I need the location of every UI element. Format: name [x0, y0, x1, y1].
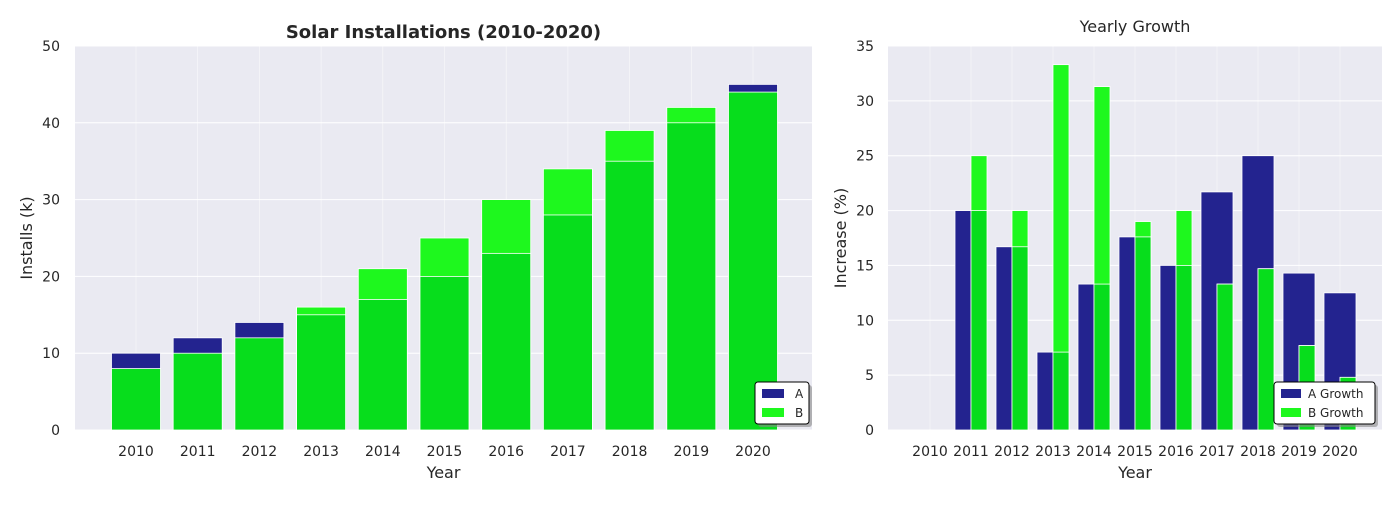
bar-a [604, 160, 655, 431]
legend-label: A [795, 387, 804, 401]
installations-chart: 0 10 20 30 40 50 2010 2011 2012 2013 2014 2015 2016… [17, 22, 812, 482]
x-tick-label: 2018 [612, 444, 648, 460]
y-tick-label: 0 [865, 423, 874, 439]
bar-overlap [1093, 283, 1111, 431]
x-tick-label: 2010 [118, 444, 154, 460]
x-tick-label: 2010 [912, 444, 948, 460]
bar-a [419, 275, 470, 431]
bar-b [728, 91, 778, 431]
y-tick-labels: 0 5 10 15 20 25 30 35 [856, 39, 874, 439]
y-tick-label: 35 [856, 39, 874, 55]
bar-a [666, 122, 717, 431]
x-tick-label: 2014 [1076, 444, 1112, 460]
legend-swatch [1281, 389, 1301, 398]
bar-b [234, 337, 285, 431]
x-tick-label: 2016 [488, 444, 524, 460]
x-tick-label: 2014 [365, 444, 401, 460]
legend-label: B Growth [1308, 406, 1363, 420]
x-tick-label: 2017 [550, 444, 586, 460]
bar-overlap [1216, 283, 1234, 431]
x-tick-label: 2019 [1281, 444, 1317, 460]
y-tick-label: 0 [51, 423, 60, 439]
bar-overlap [1011, 246, 1029, 431]
legend-label: A Growth [1308, 387, 1363, 401]
y-tick-label: 50 [42, 39, 60, 55]
legend-swatch [762, 389, 784, 398]
bar-a [357, 299, 408, 431]
x-tick-label: 2015 [427, 444, 463, 460]
x-tick-label: 2020 [1322, 444, 1358, 460]
x-axis-label: Year [1117, 463, 1152, 482]
bar-a [543, 214, 593, 431]
y-tick-label: 25 [856, 149, 874, 165]
bar-overlap [1257, 268, 1275, 431]
x-tick-label: 2019 [673, 444, 709, 460]
y-tick-label: 20 [856, 204, 874, 220]
legend-swatch [1281, 408, 1301, 417]
x-tick-label: 2012 [242, 444, 278, 460]
y-axis-label: Installs (k) [17, 196, 36, 279]
bar-a [481, 252, 532, 431]
y-tick-label: 30 [42, 193, 60, 209]
chart-title: Solar Installations (2010-2020) [286, 22, 601, 43]
bars [954, 64, 1357, 431]
y-tick-label: 20 [42, 269, 60, 285]
y-tick-label: 10 [856, 313, 874, 329]
bar-a [296, 314, 347, 431]
bar-overlap [1175, 265, 1193, 431]
y-tick-label: 15 [856, 258, 874, 274]
x-axis-label: Year [426, 463, 461, 482]
y-tick-label: 10 [42, 346, 60, 362]
x-tick-label: 2015 [1117, 444, 1153, 460]
y-axis-label: Increase (%) [831, 188, 850, 288]
x-tick-label: 2011 [180, 444, 216, 460]
x-tick-label: 2017 [1199, 444, 1235, 460]
legend-label: B [795, 406, 803, 420]
bars [111, 84, 778, 431]
x-tick-label: 2018 [1240, 444, 1276, 460]
x-tick-labels: 2010 2011 2012 2013 2014 2015 2016 2017 2018 2019… [118, 444, 771, 460]
x-tick-label: 2020 [735, 444, 771, 460]
x-tick-label: 2013 [303, 444, 339, 460]
y-tick-label: 40 [42, 116, 60, 132]
x-tick-label: 2012 [994, 444, 1030, 460]
legend-swatch [762, 408, 784, 417]
legend: A Growth B Growth [1273, 381, 1378, 427]
y-tick-labels: 0 10 20 30 40 50 [42, 39, 60, 439]
legend: AB [754, 381, 812, 427]
x-tick-labels: 2010 2011 2012 2013 2014 2015 2016 2017 2018 2019… [912, 444, 1358, 460]
x-tick-label: 2011 [953, 444, 989, 460]
y-tick-label: 5 [865, 368, 874, 384]
bar-b [172, 352, 223, 431]
bar-b [111, 368, 161, 431]
chart-title: Yearly Growth [1079, 17, 1191, 36]
x-tick-label: 2013 [1035, 444, 1071, 460]
y-tick-label: 30 [856, 94, 874, 110]
x-tick-label: 2016 [1158, 444, 1194, 460]
bar-overlap [1052, 351, 1070, 431]
bar-overlap [1134, 236, 1152, 431]
bar-overlap [970, 210, 988, 431]
